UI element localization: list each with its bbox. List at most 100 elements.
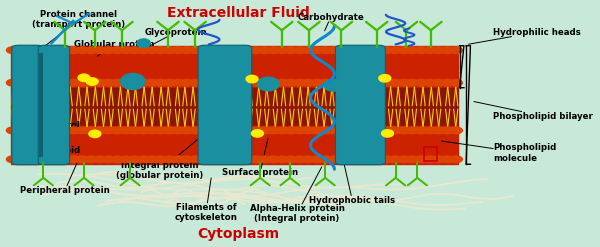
Text: Integral protein
(globular protein): Integral protein (globular protein) <box>116 138 203 180</box>
Ellipse shape <box>93 79 106 86</box>
Ellipse shape <box>250 79 263 86</box>
Ellipse shape <box>284 127 298 134</box>
Ellipse shape <box>50 156 63 163</box>
Ellipse shape <box>128 156 141 163</box>
Ellipse shape <box>102 127 115 134</box>
Ellipse shape <box>189 79 202 86</box>
Ellipse shape <box>371 47 384 54</box>
Ellipse shape <box>397 47 410 54</box>
FancyBboxPatch shape <box>12 45 43 165</box>
Ellipse shape <box>78 74 90 82</box>
Ellipse shape <box>241 47 254 54</box>
Ellipse shape <box>224 47 236 54</box>
Ellipse shape <box>310 79 323 86</box>
Ellipse shape <box>50 127 63 134</box>
Ellipse shape <box>388 47 401 54</box>
Ellipse shape <box>415 47 428 54</box>
Ellipse shape <box>258 79 271 86</box>
Ellipse shape <box>380 79 393 86</box>
Ellipse shape <box>246 75 258 83</box>
Ellipse shape <box>302 127 315 134</box>
Ellipse shape <box>215 156 228 163</box>
Text: Globular protein: Globular protein <box>74 40 154 56</box>
Ellipse shape <box>415 127 428 134</box>
Ellipse shape <box>32 47 46 54</box>
Ellipse shape <box>137 127 150 134</box>
Ellipse shape <box>32 156 46 163</box>
Ellipse shape <box>258 47 271 54</box>
Ellipse shape <box>189 47 202 54</box>
Ellipse shape <box>128 79 141 86</box>
Ellipse shape <box>197 79 211 86</box>
Polygon shape <box>11 107 458 126</box>
Ellipse shape <box>76 79 89 86</box>
Ellipse shape <box>93 47 106 54</box>
Ellipse shape <box>85 47 98 54</box>
Ellipse shape <box>180 47 193 54</box>
Ellipse shape <box>232 127 245 134</box>
Ellipse shape <box>275 79 289 86</box>
Ellipse shape <box>145 79 158 86</box>
Ellipse shape <box>206 127 219 134</box>
Ellipse shape <box>224 79 236 86</box>
Ellipse shape <box>137 79 150 86</box>
Ellipse shape <box>310 47 323 54</box>
Text: Alpha-Helix protein
(Integral protein): Alpha-Helix protein (Integral protein) <box>250 167 344 223</box>
Text: Glycoprotein: Glycoprotein <box>142 28 208 50</box>
Ellipse shape <box>397 127 410 134</box>
Ellipse shape <box>267 79 280 86</box>
Text: Phospholipid bilayer: Phospholipid bilayer <box>474 102 593 121</box>
FancyBboxPatch shape <box>38 45 70 165</box>
Ellipse shape <box>293 79 306 86</box>
Ellipse shape <box>7 79 20 86</box>
Ellipse shape <box>76 156 89 163</box>
Text: Phospholipid
molecule: Phospholipid molecule <box>442 141 556 163</box>
Ellipse shape <box>172 156 185 163</box>
Ellipse shape <box>388 79 401 86</box>
Ellipse shape <box>354 156 367 163</box>
Ellipse shape <box>224 156 236 163</box>
Ellipse shape <box>119 156 133 163</box>
Ellipse shape <box>293 156 306 163</box>
Ellipse shape <box>110 156 124 163</box>
Ellipse shape <box>397 156 410 163</box>
Ellipse shape <box>432 156 445 163</box>
Ellipse shape <box>119 47 133 54</box>
Ellipse shape <box>128 127 141 134</box>
Text: Carbohydrate: Carbohydrate <box>297 13 364 31</box>
Ellipse shape <box>154 79 167 86</box>
Ellipse shape <box>85 127 98 134</box>
Ellipse shape <box>50 47 63 54</box>
Ellipse shape <box>449 156 463 163</box>
Ellipse shape <box>337 47 349 54</box>
Ellipse shape <box>121 74 145 90</box>
Ellipse shape <box>41 127 54 134</box>
Ellipse shape <box>406 47 419 54</box>
Ellipse shape <box>232 79 245 86</box>
Ellipse shape <box>432 127 445 134</box>
Ellipse shape <box>41 79 54 86</box>
Ellipse shape <box>362 156 376 163</box>
Ellipse shape <box>345 127 358 134</box>
Ellipse shape <box>15 47 28 54</box>
Ellipse shape <box>197 156 211 163</box>
Text: Extracellular Fluid: Extracellular Fluid <box>167 6 310 20</box>
Ellipse shape <box>362 79 376 86</box>
Ellipse shape <box>15 79 28 86</box>
Text: Filaments of
cytoskeleton: Filaments of cytoskeleton <box>175 178 238 222</box>
Ellipse shape <box>397 79 410 86</box>
Ellipse shape <box>215 127 228 134</box>
Ellipse shape <box>354 79 367 86</box>
Ellipse shape <box>293 47 306 54</box>
Ellipse shape <box>319 47 332 54</box>
Text: Hydrophobic tails: Hydrophobic tails <box>309 130 395 205</box>
Ellipse shape <box>76 47 89 54</box>
Ellipse shape <box>319 127 332 134</box>
Ellipse shape <box>406 127 419 134</box>
Ellipse shape <box>59 127 71 134</box>
Ellipse shape <box>406 156 419 163</box>
Ellipse shape <box>302 79 315 86</box>
Ellipse shape <box>110 79 124 86</box>
Ellipse shape <box>284 79 298 86</box>
Ellipse shape <box>328 79 341 86</box>
